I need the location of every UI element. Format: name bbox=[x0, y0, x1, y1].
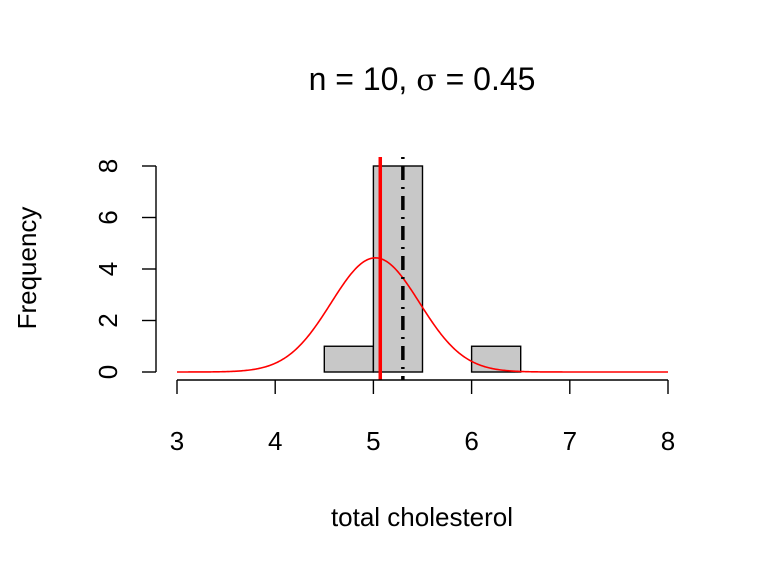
histogram-bar-0 bbox=[323, 345, 375, 373]
x-axis-label: total cholesterol bbox=[331, 502, 513, 532]
y-tick-label-3: 6 bbox=[93, 210, 123, 224]
x-tick-label-4: 7 bbox=[563, 426, 577, 456]
normal-curve-layer bbox=[176, 257, 668, 373]
histogram-bars bbox=[323, 165, 522, 373]
y-tick-label-1: 2 bbox=[93, 313, 123, 327]
x-tick-label-3: 6 bbox=[464, 426, 478, 456]
x-axis: 3 4 5 6 7 8 bbox=[170, 379, 675, 456]
y-axis-label: Frequency bbox=[12, 207, 42, 330]
x-tick-label-1: 4 bbox=[268, 426, 282, 456]
y-tick-label-4: 8 bbox=[93, 159, 123, 173]
x-tick-label-0: 3 bbox=[170, 426, 184, 456]
reference-lines bbox=[378, 157, 405, 380]
normal-density-curve bbox=[176, 257, 668, 373]
y-axis: 0 2 4 6 8 bbox=[93, 159, 157, 379]
y-tick-label-2: 4 bbox=[93, 262, 123, 276]
x-tick-label-2: 5 bbox=[366, 426, 380, 456]
y-tick-label-0: 0 bbox=[93, 365, 123, 379]
chart-title: n = 10, σ = 0.45 bbox=[309, 61, 536, 98]
histogram-bar-3 bbox=[470, 345, 522, 373]
x-tick-label-5: 8 bbox=[661, 426, 675, 456]
